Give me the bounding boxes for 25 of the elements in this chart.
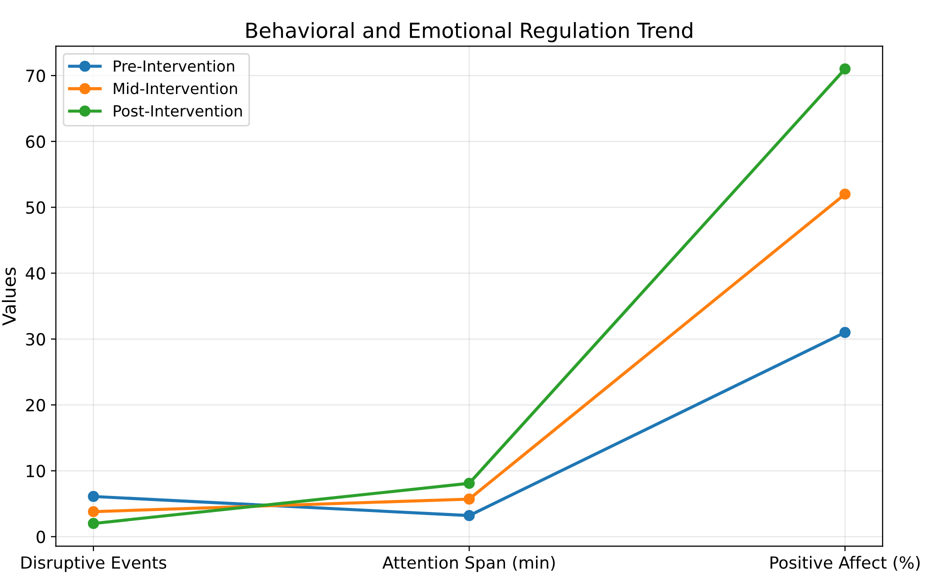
- point: [464, 494, 475, 505]
- point: [464, 510, 475, 522]
- legend-label: Mid-Intervention: [114, 82, 237, 94]
- point: [88, 518, 99, 530]
- y-tick-label: 20: [26, 398, 46, 412]
- legend-label: Pre-Intervention: [114, 60, 234, 72]
- legend-label: Post-Intervention: [114, 104, 242, 117]
- point: [88, 506, 99, 518]
- point: [839, 63, 851, 75]
- y-axis-title: Values: [2, 268, 16, 326]
- y-tick-label: 40: [26, 267, 46, 280]
- point: [464, 478, 475, 489]
- y-tick-label: 50: [26, 201, 46, 214]
- point: [839, 326, 851, 338]
- y-tick-label: 60: [26, 135, 46, 148]
- x-tick-label: Attention Span (min): [382, 556, 555, 572]
- x-tick-label: Positive Affect (%): [770, 556, 920, 571]
- y-tick-label: 10: [26, 464, 46, 478]
- y-tick-label: 70: [26, 70, 46, 82]
- point: [839, 188, 851, 200]
- y-tick-label: 0: [36, 530, 46, 544]
- point: [88, 490, 99, 502]
- chart-title: Behavioral and Emotional Regulation Trend: [246, 22, 692, 42]
- x-tick-label: Disruptive Events: [22, 556, 166, 572]
- y-tick-label: 30: [26, 333, 46, 346]
